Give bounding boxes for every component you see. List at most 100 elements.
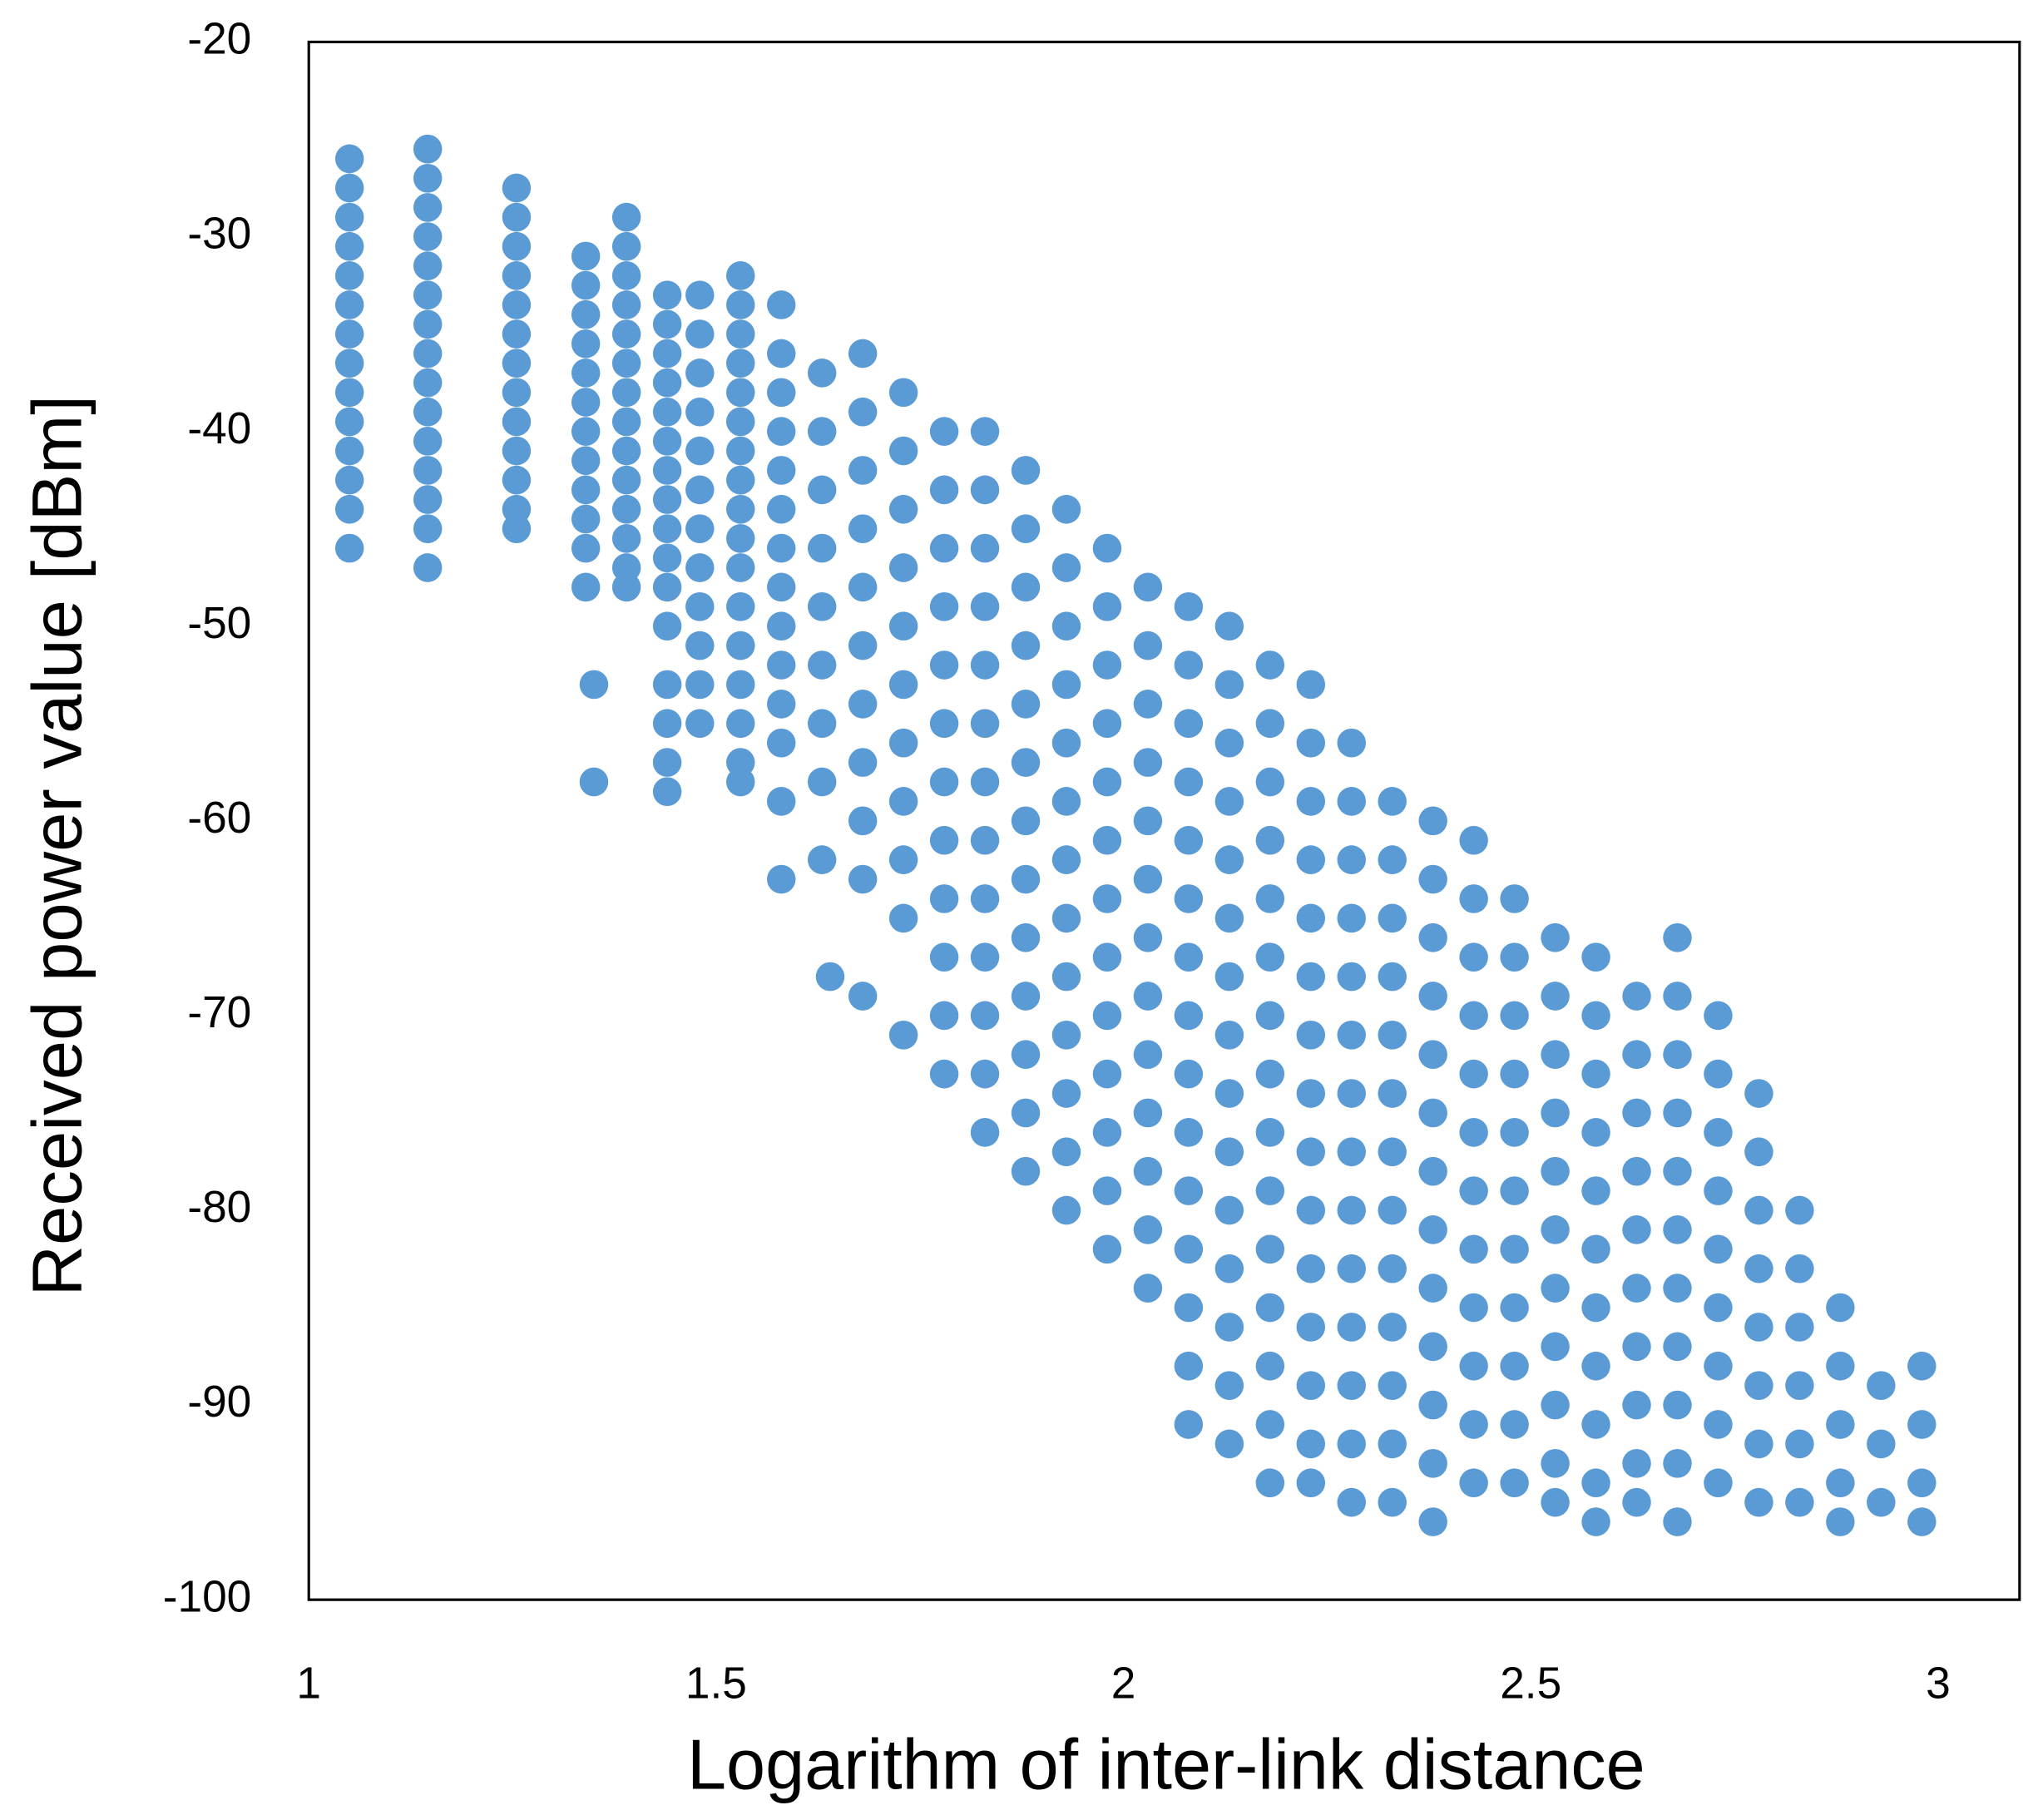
- scatter-point: [888, 378, 918, 408]
- scatter-point: [1092, 825, 1122, 855]
- scatter-point: [611, 319, 641, 349]
- scatter-point: [1214, 1137, 1244, 1167]
- scatter-point: [685, 319, 715, 349]
- scatter-point: [1500, 1293, 1529, 1323]
- scatter-point: [1459, 825, 1488, 855]
- scatter-point: [1214, 1371, 1244, 1401]
- scatter-point: [1581, 1059, 1610, 1089]
- scatter-point: [1051, 787, 1081, 816]
- scatter-point: [1051, 1020, 1081, 1050]
- scatter-point: [1826, 1293, 1855, 1323]
- scatter-point: [848, 631, 878, 660]
- scatter-point: [1500, 1059, 1529, 1089]
- scatter-point: [652, 572, 682, 602]
- scatter-point: [1296, 1254, 1326, 1283]
- scatter-point: [1663, 1332, 1692, 1362]
- scatter-point: [766, 417, 796, 446]
- scatter-point: [1378, 1195, 1407, 1225]
- scatter-point: [726, 378, 755, 408]
- scatter-point: [848, 748, 878, 777]
- scatter-point: [1092, 1059, 1122, 1089]
- scatter-point: [807, 709, 837, 739]
- scatter-point: [1663, 982, 1692, 1011]
- scatter-point: [888, 494, 918, 524]
- scatter-point: [1255, 942, 1285, 972]
- scatter-point: [1337, 728, 1366, 758]
- scatter-point: [1255, 1059, 1285, 1089]
- scatter-point: [685, 397, 715, 427]
- scatter-point: [1459, 1410, 1488, 1439]
- scatter-point: [848, 806, 878, 836]
- scatter-point: [848, 456, 878, 485]
- scatter-point: [970, 1118, 1000, 1147]
- scatter-point: [502, 407, 532, 437]
- scatter-point: [1255, 1410, 1285, 1439]
- y-tick-label: -40: [187, 404, 251, 453]
- scatter-point: [611, 261, 641, 290]
- scatter-point: [1500, 1234, 1529, 1264]
- scatter-point: [1337, 1254, 1366, 1283]
- scatter-point: [1337, 1137, 1366, 1167]
- scatter-point: [807, 533, 837, 563]
- scatter-point: [1785, 1254, 1814, 1283]
- scatter-point: [1826, 1468, 1855, 1498]
- scatter-point: [1174, 825, 1204, 855]
- scatter-point: [1011, 922, 1041, 952]
- scatter-point: [1500, 942, 1529, 972]
- x-tick-label: 3: [1926, 1659, 1951, 1708]
- scatter-point: [1051, 670, 1081, 700]
- scatter-point: [1704, 1118, 1733, 1147]
- scatter-point: [413, 193, 443, 222]
- scatter-point: [929, 1001, 959, 1031]
- scatter-point: [652, 309, 682, 339]
- scatter-point: [571, 533, 601, 563]
- scatter-point: [1174, 709, 1204, 739]
- scatter-point: [1214, 787, 1244, 816]
- scatter-point: [611, 290, 641, 319]
- scatter-point: [1622, 1332, 1651, 1362]
- scatter-point: [334, 494, 364, 524]
- scatter-point: [1092, 591, 1122, 621]
- scatter-point: [726, 436, 755, 466]
- scatter-point: [571, 572, 601, 602]
- scatter-point: [1418, 864, 1447, 894]
- scatter-point: [413, 309, 443, 339]
- scatter-point: [726, 349, 755, 378]
- scatter-point: [1622, 1487, 1651, 1517]
- scatter-point: [611, 494, 641, 524]
- scatter-point: [1011, 748, 1041, 777]
- scatter-point: [766, 378, 796, 408]
- scatter-point: [1663, 1507, 1692, 1536]
- scatter-point: [1092, 1001, 1122, 1031]
- scatter-point: [502, 436, 532, 466]
- x-axis-title: Logarithm of inter-link distance: [687, 1724, 1645, 1803]
- scatter-point: [1581, 1507, 1610, 1536]
- scatter-point: [1704, 1351, 1733, 1381]
- scatter-point: [1663, 1390, 1692, 1420]
- x-tick-label: 1.5: [685, 1659, 747, 1708]
- scatter-point: [502, 378, 532, 408]
- scatter-point: [1133, 1215, 1163, 1244]
- scatter-point: [1418, 922, 1447, 952]
- scatter-point: [1011, 806, 1041, 836]
- scatter-point: [807, 767, 837, 797]
- scatter-point: [1500, 1410, 1529, 1439]
- scatter-point: [1296, 1020, 1326, 1050]
- scatter-point: [1622, 1215, 1651, 1244]
- scatter-point: [1051, 728, 1081, 758]
- scatter-point: [652, 611, 682, 641]
- scatter-point: [652, 368, 682, 398]
- scatter-point: [807, 650, 837, 680]
- scatter-point: [1581, 1001, 1610, 1031]
- scatter-point: [1663, 1215, 1692, 1244]
- scatter-point: [413, 280, 443, 310]
- scatter-point: [1092, 650, 1122, 680]
- scatter-point: [1011, 1098, 1041, 1128]
- scatter-point: [502, 319, 532, 349]
- scatter-point: [1214, 728, 1244, 758]
- scatter-point: [502, 173, 532, 203]
- scatter-point: [413, 251, 443, 280]
- scatter-point: [1744, 1137, 1773, 1167]
- scatter-point: [652, 543, 682, 573]
- scatter-point: [1296, 1079, 1326, 1108]
